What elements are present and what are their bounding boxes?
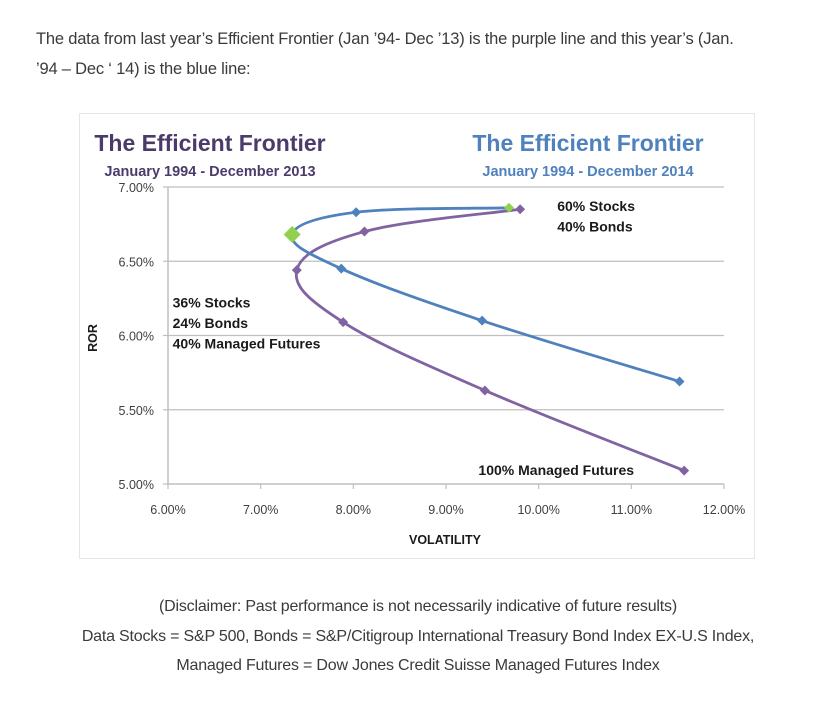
chart-subtitle-2013: January 1994 - December 2013 (104, 164, 315, 180)
annotation-label: 24% Bonds (173, 315, 249, 331)
series-2013 (291, 204, 690, 476)
series-2014 (283, 202, 685, 387)
x-tick-label: 11.00% (611, 503, 652, 517)
intro-line-1: The data from last year’s Efficient Fron… (36, 30, 734, 48)
data-point-marker (515, 204, 526, 215)
axes (163, 186, 725, 489)
series-line (294, 207, 685, 472)
data-point-marker (504, 202, 515, 213)
annotation-label: 40% Bonds (557, 218, 633, 234)
x-tick-label: 10.00% (517, 503, 559, 517)
annotation-label: 36% Stocks (173, 294, 251, 310)
efficient-frontier-chart: The Efficient Frontier January 1994 - De… (79, 113, 755, 559)
data-point-marker (283, 226, 301, 244)
data-point-marker (679, 465, 690, 476)
y-tick-label: 7.00% (119, 181, 154, 195)
x-tick-label: 6.00% (150, 503, 185, 517)
chart-title-2013: The Efficient Frontier (94, 130, 325, 156)
series-layer (283, 202, 690, 476)
annotation-label: 60% Stocks (557, 198, 635, 214)
data-point-marker (359, 226, 370, 237)
disclaimer-text: (Disclaimer: Past performance is not nec… (159, 598, 677, 615)
intro-paragraph: The data from last year’s Efficient Fron… (36, 24, 816, 84)
annotation-label: 100% Managed Futures (478, 462, 634, 478)
data-point-marker (477, 315, 488, 326)
y-tick-label: 5.00% (119, 478, 154, 492)
x-tick-label: 8.00% (336, 503, 371, 517)
annotation-label: 40% Managed Futures (173, 335, 321, 351)
chart-titles: The Efficient Frontier January 1994 - De… (94, 130, 703, 180)
footer-notes: (Disclaimer: Past performance is not nec… (0, 592, 836, 681)
chart-title-2014: The Efficient Frontier (472, 130, 703, 156)
data-point-marker (336, 263, 347, 274)
gridlines (168, 186, 724, 411)
y-tick-label: 6.00% (119, 330, 154, 344)
data-sources-line-1: Data Stocks = S&P 500, Bonds = S&P/Citig… (81, 627, 755, 645)
data-point-marker (351, 207, 362, 218)
y-axis-label: ROR (86, 324, 100, 352)
data-point-marker (674, 376, 685, 387)
x-axis-label: VOLATILITY (409, 533, 482, 547)
x-tick-label: 12.00% (703, 503, 745, 517)
intro-line-2: ’94 – Dec ‘ 14) is the blue line: (36, 60, 251, 78)
annotations: 60% Stocks 40% Bonds 36% Stocks 24% Bonds 40… (173, 198, 636, 478)
tick-labels: 7.00% 6.50% 6.00% 5.50% 5.00% 6.00% 7.00% 8.00%… (119, 181, 746, 517)
data-point-marker (479, 385, 490, 396)
data-sources-line-2: Managed Futures = Dow Jones Credit Suiss… (176, 657, 660, 674)
chart-subtitle-2014: January 1994 - December 2014 (482, 164, 693, 180)
data-point-marker (291, 265, 302, 276)
chart-svg: The Efficient Frontier January 1994 - De… (86, 130, 746, 547)
y-tick-label: 5.50% (119, 404, 154, 418)
data-point-marker (338, 317, 349, 328)
x-tick-label: 7.00% (243, 503, 278, 517)
y-tick-label: 6.50% (119, 255, 154, 269)
x-tick-label: 9.00% (428, 503, 463, 517)
series-line (290, 206, 680, 383)
